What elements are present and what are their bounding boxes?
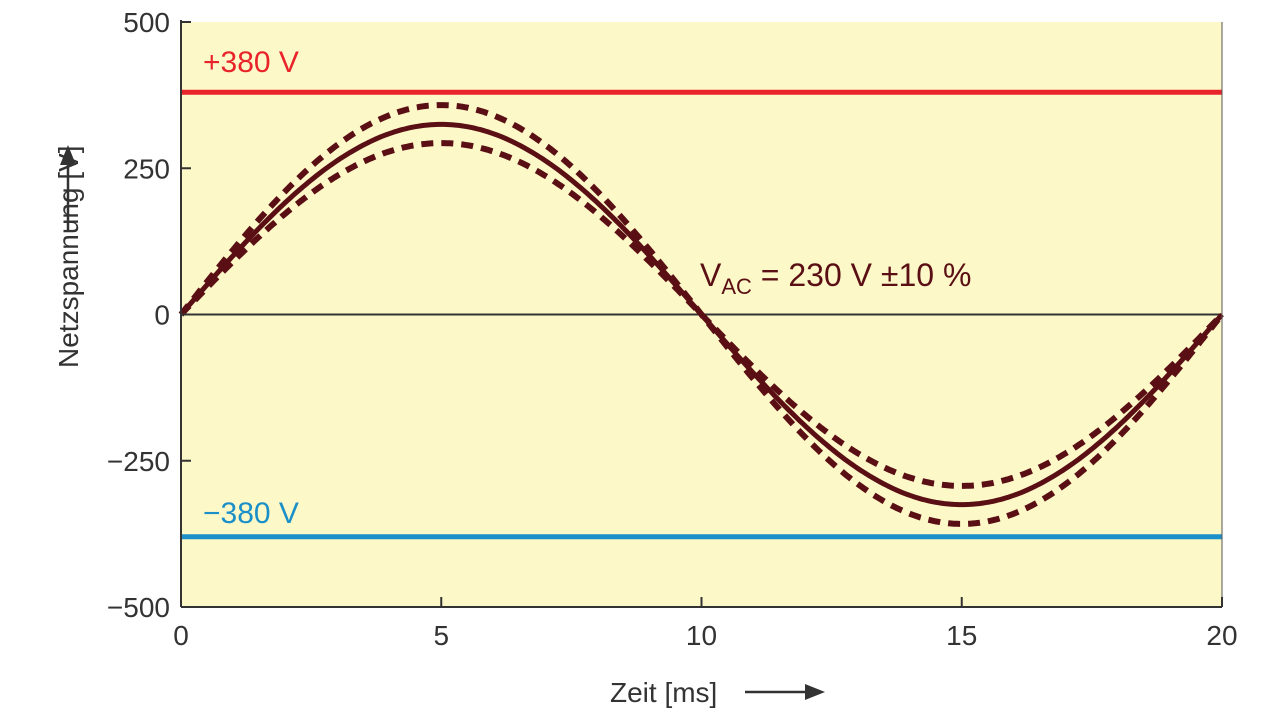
x-tick-label: 15 — [946, 620, 977, 651]
ref-label-pos: +380 V — [203, 46, 299, 79]
y-axis-arrow — [60, 145, 76, 230]
y-tick-label: 250 — [123, 153, 170, 184]
y-tick-label: −500 — [107, 592, 170, 623]
x-tick-label: 20 — [1206, 620, 1237, 651]
x-tick-label: 10 — [686, 620, 717, 651]
x-axis-arrow — [745, 684, 825, 700]
annotation-vac: VAC = 230 V ±10 % — [700, 257, 971, 299]
x-axis-label: Zeit [ms] — [610, 677, 717, 708]
y-tick-label: 500 — [123, 7, 170, 38]
series-line-2 — [178, 140, 1225, 489]
y-tick-label: −250 — [107, 446, 170, 477]
x-tick-label: 5 — [433, 620, 449, 651]
series-line-1 — [178, 102, 1225, 527]
x-tick-label: 0 — [173, 620, 189, 651]
ref-label-neg: −380 V — [203, 497, 299, 530]
y-tick-label: 0 — [154, 300, 170, 331]
